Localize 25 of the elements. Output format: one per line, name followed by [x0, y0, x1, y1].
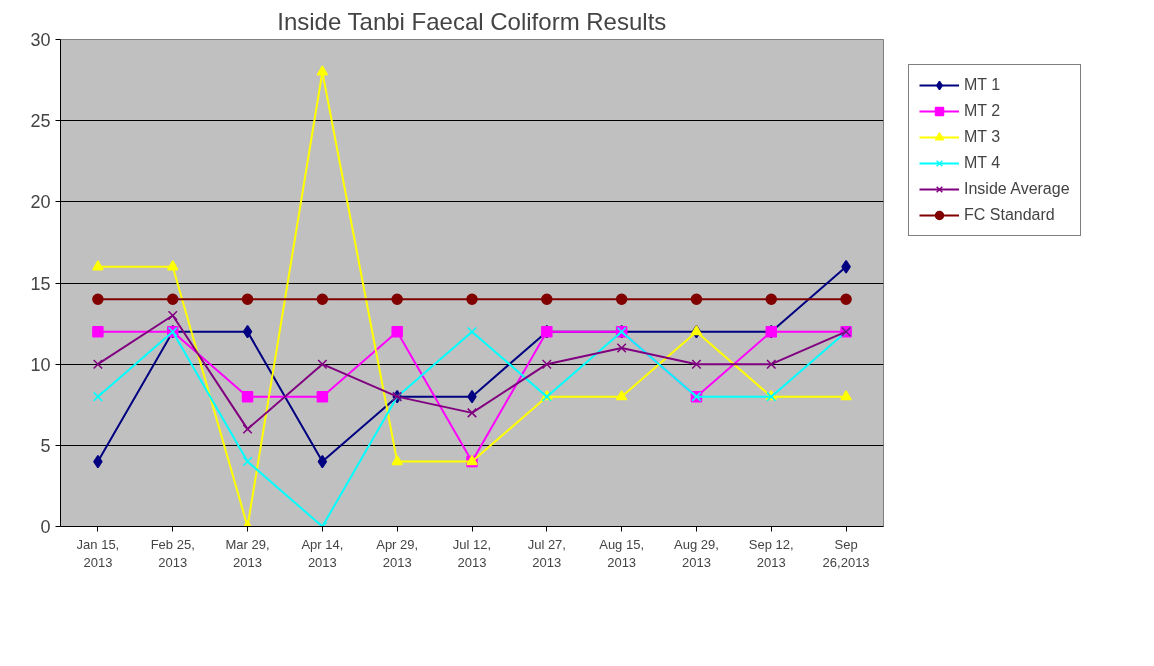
- x-tick-label: Jan 15, 2013: [76, 536, 120, 570]
- legend-label: MT 4: [964, 154, 1002, 172]
- y-tick-label: 25: [30, 111, 51, 132]
- x-tick-label: Jul 27, 2013: [527, 536, 566, 570]
- x-tick-label: Aug 29, 2013: [674, 536, 719, 570]
- y-tick-label: 15: [30, 273, 51, 294]
- y-tick-label: 0: [40, 517, 51, 537]
- x-tick-label: Apr 29, 2013: [376, 536, 419, 570]
- y-tick-label: 20: [30, 192, 51, 213]
- legend-label: MT 3: [964, 128, 1002, 146]
- legend-label: MT 2: [964, 102, 1002, 120]
- x-tick-label: Apr 14, 2013: [301, 536, 344, 570]
- x-tick-label: Sep 26,2013: [822, 536, 870, 570]
- y-tick-label: 10: [30, 354, 51, 375]
- legend-label: MT 1: [964, 76, 1002, 94]
- x-tick-label: Feb 25, 2013: [150, 536, 195, 570]
- legend-label: Inside Average: [964, 180, 1070, 198]
- y-tick-label: 5: [40, 435, 51, 456]
- x-tick-label: Sep 12, 2013: [748, 536, 794, 570]
- legend-label: FC Standard: [964, 206, 1056, 224]
- x-tick-label: Mar 29, 2013: [225, 536, 270, 570]
- x-tick-label: Jul 12, 2013: [452, 536, 492, 570]
- x-tick-label: Aug 15, 2013: [599, 536, 645, 570]
- chart-title: Inside Tanbi Faecal Coliform Results: [277, 7, 667, 35]
- y-tick-label: 30: [30, 30, 51, 50]
